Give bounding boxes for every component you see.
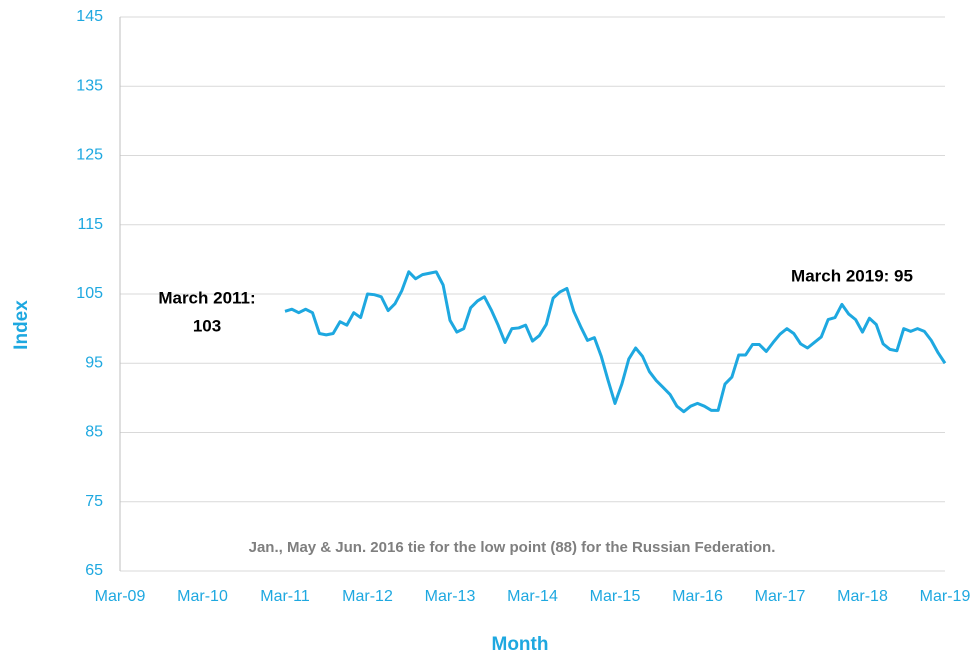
y-tick-label: 125 bbox=[76, 147, 103, 164]
x-tick-label: Mar-09 bbox=[95, 588, 146, 605]
data-line bbox=[284, 270, 947, 414]
x-tick-label: Mar-10 bbox=[177, 588, 228, 605]
x-tick-label: Mar-15 bbox=[590, 588, 641, 605]
x-tick-label: Mar-13 bbox=[425, 588, 476, 605]
x-tick-label: Mar-11 bbox=[260, 588, 310, 605]
x-tick-label: Mar-17 bbox=[755, 588, 806, 605]
y-tick-label: 95 bbox=[85, 354, 103, 371]
y-tick-label: 145 bbox=[76, 8, 103, 25]
annotation: March 2011: bbox=[158, 288, 255, 307]
y-tick-label: 135 bbox=[76, 77, 103, 94]
y-tick-label: 65 bbox=[85, 562, 103, 579]
y-tick-label: 115 bbox=[77, 216, 103, 233]
y-tick-label: 105 bbox=[76, 285, 103, 302]
y-axis-label: Index bbox=[11, 300, 32, 350]
annotation: March 2019: 95 bbox=[791, 266, 913, 285]
y-tick-label: 85 bbox=[85, 424, 103, 441]
x-tick-label: Mar-14 bbox=[507, 588, 558, 605]
annotation: 103 bbox=[193, 316, 221, 335]
x-tick-label: Mar-19 bbox=[920, 588, 971, 605]
y-tick-label: 75 bbox=[85, 493, 103, 510]
x-tick-label: Mar-16 bbox=[672, 588, 723, 605]
footnote: Jan., May & Jun. 2016 tie for the low po… bbox=[249, 539, 776, 556]
x-tick-label: Mar-12 bbox=[342, 588, 393, 605]
x-axis-label: Month bbox=[492, 634, 549, 655]
x-tick-label: Mar-18 bbox=[837, 588, 888, 605]
